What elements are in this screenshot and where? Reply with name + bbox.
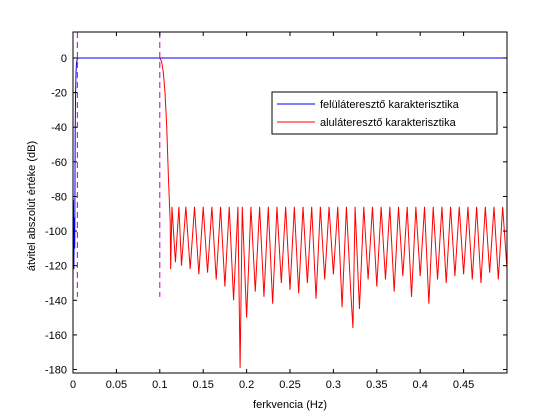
y-tick-label: -20	[51, 88, 67, 100]
series-line-1	[73, 57, 508, 368]
y-tick-label: -160	[45, 330, 67, 342]
plot-area	[73, 32, 507, 373]
x-axis-ticks: 0 0.05 0.1 0.15 0.2 0.25 0.3 0.35 0.4 0.45	[70, 32, 474, 391]
x-tick-label: 0.1	[152, 379, 167, 391]
x-tick-label: 0.2	[239, 379, 254, 391]
legend-box	[271, 91, 498, 135]
y-tick-label: -100	[45, 226, 67, 238]
x-tick-label: 0.3	[326, 379, 341, 391]
y-tick-label: 0	[61, 53, 67, 65]
series-line-0	[72, 57, 507, 280]
y-tick-label: -40	[51, 122, 67, 134]
x-tick-label: 0.05	[106, 379, 127, 391]
x-tick-label: 0.25	[279, 379, 300, 391]
vline-layer	[76, 32, 161, 297]
y-tick-label: -120	[45, 261, 67, 273]
legend-label-0: felüláteresztő karakterisztika	[320, 99, 460, 111]
legend: felüláteresztő karakterisztika alulátere…	[271, 91, 498, 135]
y-tick-label: -140	[45, 295, 67, 307]
y-axis-label: átvitel abszolút értéke (dB)	[26, 141, 38, 271]
x-axis-label: ferkvencia (Hz)	[253, 399, 327, 411]
y-tick-label: -180	[45, 365, 67, 377]
legend-label-1: aluláteresztő karakterisztika	[320, 117, 457, 129]
x-tick-label: 0.45	[453, 379, 474, 391]
x-tick-label: 0.35	[366, 379, 387, 391]
series-layer	[72, 57, 508, 368]
x-tick-label: 0	[70, 379, 76, 391]
y-tick-label: -60	[51, 157, 67, 169]
y-axis-ticks: 0 -20 -40 -60 -80 -100 -120 -140 -160 -180	[45, 53, 507, 377]
y-tick-label: -80	[51, 191, 67, 203]
x-tick-label: 0.15	[192, 379, 213, 391]
x-tick-label: 0.4	[413, 379, 428, 391]
